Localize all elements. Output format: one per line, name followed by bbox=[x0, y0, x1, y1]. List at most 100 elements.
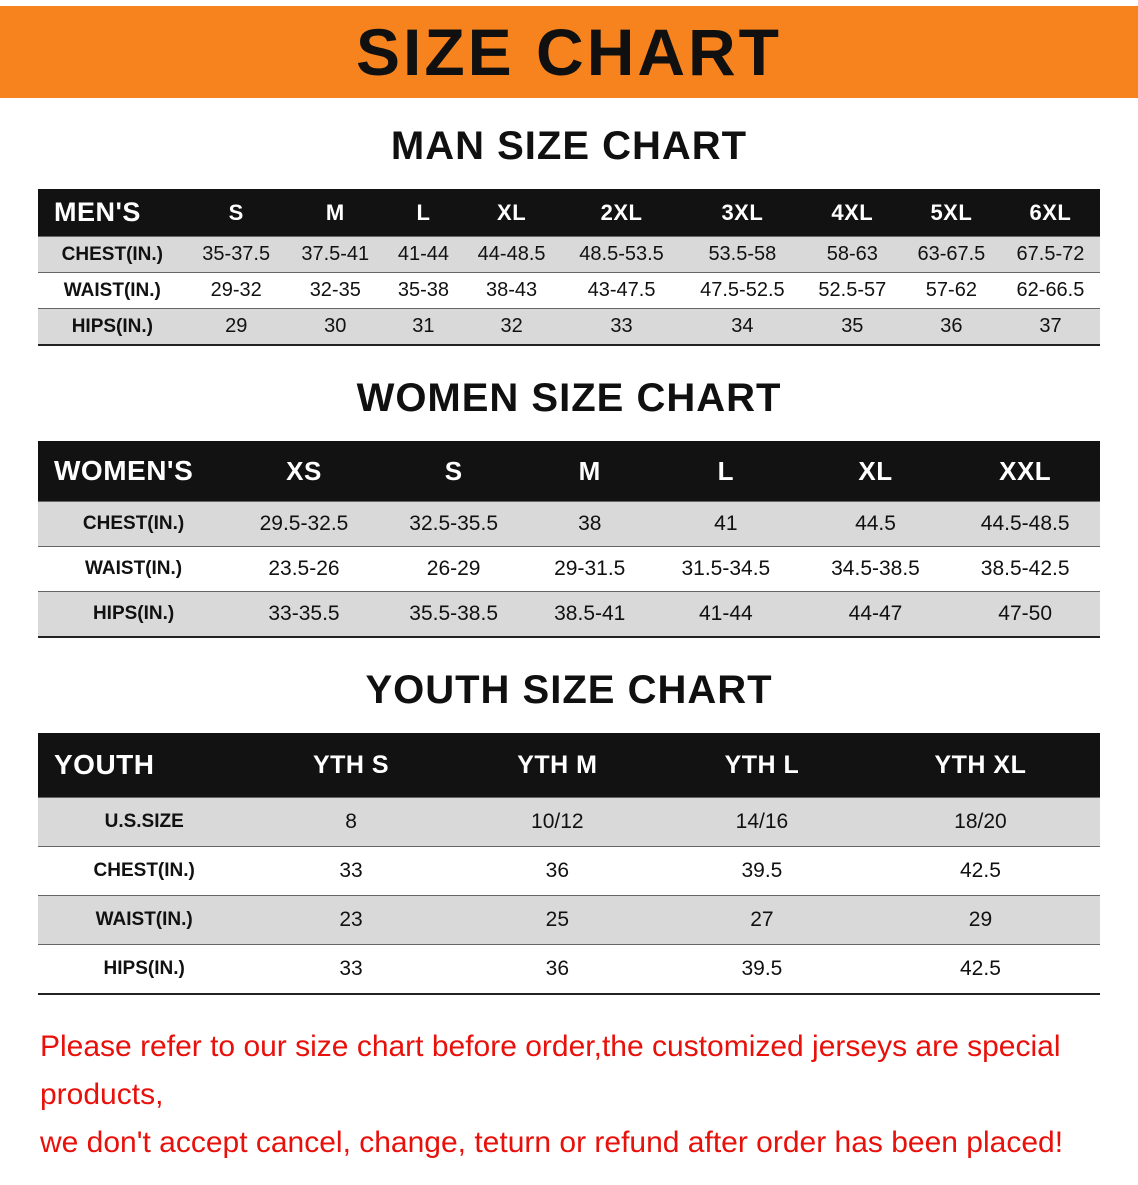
size-column-header: S bbox=[186, 189, 286, 237]
size-value-cell: 18/20 bbox=[860, 797, 1100, 847]
size-value-cell: 44-48.5 bbox=[462, 236, 562, 273]
size-value-cell: 29.5-32.5 bbox=[229, 501, 379, 547]
size-column-header: L bbox=[651, 441, 801, 502]
table-header-row: MEN'S S M L XL 2XL 3XL 4XL 5XL 6XL bbox=[38, 189, 1100, 237]
size-column-header: XL bbox=[462, 189, 562, 237]
men-section-heading: MAN SIZE CHART bbox=[390, 124, 748, 168]
size-value-cell: 62-66.5 bbox=[1000, 272, 1100, 309]
size-value-cell: 8 bbox=[250, 797, 452, 847]
size-value-cell: 38 bbox=[528, 501, 652, 547]
size-column-header: M bbox=[285, 189, 385, 237]
size-value-cell: 29 bbox=[186, 308, 286, 345]
size-value-cell: 23 bbox=[250, 895, 452, 945]
size-value-cell: 33 bbox=[250, 944, 452, 994]
size-column-header: M bbox=[528, 441, 652, 502]
size-value-cell: 43-47.5 bbox=[561, 272, 682, 309]
table-title-label: WOMEN'S bbox=[38, 441, 230, 502]
size-value-cell: 47-50 bbox=[950, 591, 1100, 637]
size-value-cell: 38-43 bbox=[462, 272, 562, 309]
size-column-header: 2XL bbox=[561, 189, 682, 237]
size-column-header: XL bbox=[800, 441, 951, 502]
size-value-cell: 36 bbox=[451, 846, 663, 896]
size-value-cell: 35.5-38.5 bbox=[378, 591, 529, 637]
size-column-header: YTH S bbox=[250, 733, 452, 798]
men-size-table-wrap: MEN'S S M L XL 2XL 3XL 4XL 5XL 6XL CHEST(IN.) 35-37… bbox=[38, 189, 1100, 346]
size-value-cell: 39.5 bbox=[662, 846, 861, 896]
size-value-cell: 53.5-58 bbox=[681, 236, 803, 273]
row-label: CHEST(IN.) bbox=[38, 236, 187, 273]
size-value-cell: 29-31.5 bbox=[528, 546, 652, 592]
table-row: WAIST(IN.) 23 25 27 29 bbox=[38, 895, 1100, 945]
size-value-cell: 34.5-38.5 bbox=[800, 546, 951, 592]
size-column-header: XS bbox=[229, 441, 379, 502]
size-column-header: YTH XL bbox=[860, 733, 1100, 798]
size-value-cell: 41 bbox=[651, 501, 801, 547]
row-label: U.S.SIZE bbox=[38, 797, 251, 847]
size-value-cell: 31.5-34.5 bbox=[651, 546, 801, 592]
table-title-label: MEN'S bbox=[38, 189, 187, 237]
size-value-cell: 44.5-48.5 bbox=[950, 501, 1100, 547]
table-row: HIPS(IN.) 29 30 31 32 33 34 35 36 37 bbox=[38, 308, 1100, 345]
table-row: CHEST(IN.) 29.5-32.5 32.5-35.5 38 41 44.5 44.5… bbox=[38, 501, 1100, 547]
size-value-cell: 35 bbox=[802, 308, 902, 345]
size-value-cell: 30 bbox=[285, 308, 385, 345]
size-value-cell: 29 bbox=[860, 895, 1100, 945]
size-value-cell: 38.5-41 bbox=[528, 591, 652, 637]
table-row: CHEST(IN.) 35-37.5 37.5-41 41-44 44-48.5 48.5… bbox=[38, 236, 1100, 273]
size-value-cell: 33 bbox=[250, 846, 452, 896]
row-label: HIPS(IN.) bbox=[38, 944, 251, 994]
size-value-cell: 57-62 bbox=[901, 272, 1001, 309]
size-value-cell: 36 bbox=[901, 308, 1001, 345]
size-value-cell: 33-35.5 bbox=[229, 591, 379, 637]
size-column-header: 6XL bbox=[1000, 189, 1100, 237]
size-value-cell: 44-47 bbox=[800, 591, 951, 637]
women-size-table-wrap: WOMEN'S XS S M L XL XXL CHEST(IN.) 29.5-32.5 32.5… bbox=[38, 441, 1100, 638]
size-value-cell: 25 bbox=[451, 895, 663, 945]
size-value-cell: 37.5-41 bbox=[285, 236, 385, 273]
size-value-cell: 67.5-72 bbox=[1000, 236, 1100, 273]
size-value-cell: 41-44 bbox=[384, 236, 463, 273]
table-header-row: YOUTH YTH S YTH M YTH L YTH XL bbox=[38, 733, 1100, 798]
size-value-cell: 35-38 bbox=[384, 272, 463, 309]
women-size-table: WOMEN'S XS S M L XL XXL CHEST(IN.) 29.5-32.5 32.5… bbox=[38, 441, 1100, 638]
size-value-cell: 31 bbox=[384, 308, 463, 345]
size-column-header: L bbox=[384, 189, 463, 237]
row-label: CHEST(IN.) bbox=[38, 846, 251, 896]
row-label: WAIST(IN.) bbox=[38, 272, 187, 309]
youth-size-table: YOUTH YTH S YTH M YTH L YTH XL U.S.SIZE 8 10/12… bbox=[38, 733, 1100, 995]
size-value-cell: 32.5-35.5 bbox=[378, 501, 529, 547]
size-value-cell: 29-32 bbox=[186, 272, 286, 309]
size-value-cell: 37 bbox=[1000, 308, 1100, 345]
men-size-table: MEN'S S M L XL 2XL 3XL 4XL 5XL 6XL CHEST(IN.) 35-37… bbox=[38, 189, 1100, 346]
size-value-cell: 33 bbox=[561, 308, 682, 345]
size-value-cell: 44.5 bbox=[800, 501, 951, 547]
page-title: SIZE CHART bbox=[356, 15, 782, 89]
row-label: WAIST(IN.) bbox=[38, 546, 230, 592]
men-size-section: MAN SIZE CHART MEN'S S M L XL 2XL 3XL 4XL 5XL 6XL… bbox=[0, 124, 1138, 346]
size-value-cell: 35-37.5 bbox=[186, 236, 286, 273]
size-value-cell: 23.5-26 bbox=[229, 546, 379, 592]
size-value-cell: 41-44 bbox=[651, 591, 801, 637]
footer-note-line-2: we don't accept cancel, change, teturn o… bbox=[40, 1126, 1064, 1159]
size-column-header: YTH M bbox=[451, 733, 663, 798]
size-value-cell: 26-29 bbox=[378, 546, 529, 592]
footer-note-line-1: Please refer to our size chart before or… bbox=[40, 1030, 1061, 1111]
size-value-cell: 36 bbox=[451, 944, 663, 994]
size-value-cell: 52.5-57 bbox=[802, 272, 902, 309]
size-value-cell: 63-67.5 bbox=[901, 236, 1001, 273]
size-value-cell: 32 bbox=[462, 308, 562, 345]
footer-note: Please refer to our size chart before or… bbox=[40, 1023, 1098, 1167]
table-title-label: YOUTH bbox=[38, 733, 251, 798]
banner: SIZE CHART bbox=[0, 6, 1138, 98]
size-value-cell: 47.5-52.5 bbox=[681, 272, 803, 309]
row-label: CHEST(IN.) bbox=[38, 501, 230, 547]
women-size-section: WOMEN SIZE CHART WOMEN'S XS S M L XL XXL CHEST(… bbox=[0, 376, 1138, 638]
youth-size-section: YOUTH SIZE CHART YOUTH YTH S YTH M YTH L YTH… bbox=[0, 668, 1138, 995]
size-value-cell: 38.5-42.5 bbox=[950, 546, 1100, 592]
size-value-cell: 58-63 bbox=[802, 236, 902, 273]
table-row: U.S.SIZE 8 10/12 14/16 18/20 bbox=[38, 797, 1100, 847]
youth-size-table-wrap: YOUTH YTH S YTH M YTH L YTH XL U.S.SIZE 8 10/12… bbox=[38, 733, 1100, 995]
row-label: WAIST(IN.) bbox=[38, 895, 251, 945]
size-value-cell: 32-35 bbox=[285, 272, 385, 309]
